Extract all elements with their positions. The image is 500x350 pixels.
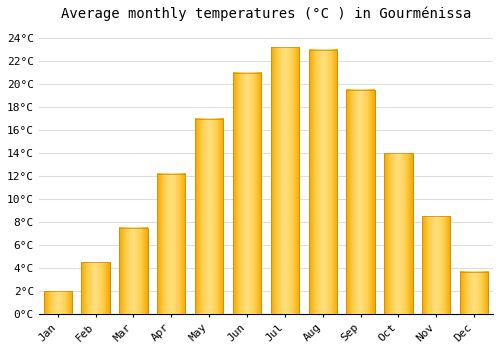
Bar: [44, 291, 72, 314]
Bar: [384, 153, 412, 314]
Bar: [119, 228, 148, 314]
Bar: [270, 48, 299, 314]
Title: Average monthly temperatures (°C ) in Gourménissa: Average monthly temperatures (°C ) in Go…: [60, 7, 471, 21]
Bar: [308, 50, 337, 314]
Bar: [308, 50, 337, 314]
Bar: [460, 272, 488, 314]
Bar: [195, 119, 224, 314]
Bar: [233, 73, 261, 314]
Bar: [82, 262, 110, 314]
Bar: [270, 48, 299, 314]
Bar: [157, 174, 186, 314]
Bar: [460, 272, 488, 314]
Bar: [82, 262, 110, 314]
Bar: [384, 153, 412, 314]
Bar: [44, 291, 72, 314]
Bar: [233, 73, 261, 314]
Bar: [422, 216, 450, 314]
Bar: [195, 119, 224, 314]
Bar: [157, 174, 186, 314]
Bar: [119, 228, 148, 314]
Bar: [422, 216, 450, 314]
Bar: [346, 90, 375, 314]
Bar: [346, 90, 375, 314]
